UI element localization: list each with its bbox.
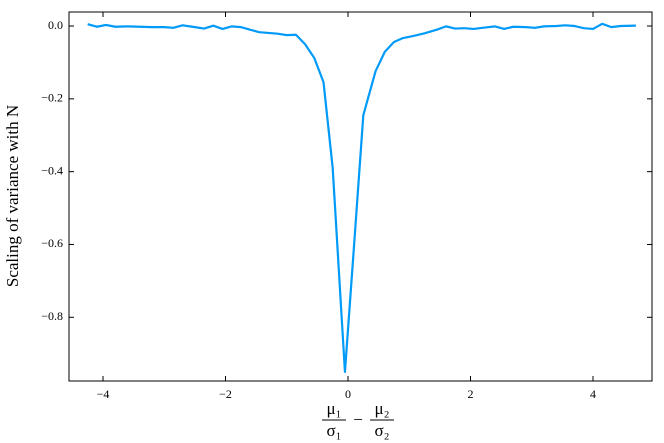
x-label-num: μ₁ <box>326 399 341 418</box>
y-axis-label: Scaling of variance with N <box>3 105 22 287</box>
plot-frame <box>68 11 653 382</box>
x-label-operator: − <box>353 410 363 429</box>
x-axis-label: μ₁ σ₁ − μ₂ σ₂ <box>322 399 394 440</box>
y-tick-label: 0.0 <box>48 18 63 32</box>
x-tick-label: 0 <box>345 387 351 401</box>
y-tick-label: −0.6 <box>41 236 63 250</box>
y-tick-label: −0.8 <box>41 309 63 323</box>
y-tick-label: −0.2 <box>41 91 63 105</box>
x-label-den: σ₂ <box>374 421 389 440</box>
data-line <box>87 22 636 373</box>
x-tick-label: 4 <box>590 387 596 401</box>
x-tick-label: −2 <box>219 387 232 401</box>
x-label-num: μ₂ <box>374 399 389 418</box>
y-tick-label: −0.4 <box>41 163 63 177</box>
x-tick-label: 2 <box>468 387 474 401</box>
x-label-den: σ₁ <box>326 421 341 440</box>
x-tick-label: −4 <box>97 387 110 401</box>
